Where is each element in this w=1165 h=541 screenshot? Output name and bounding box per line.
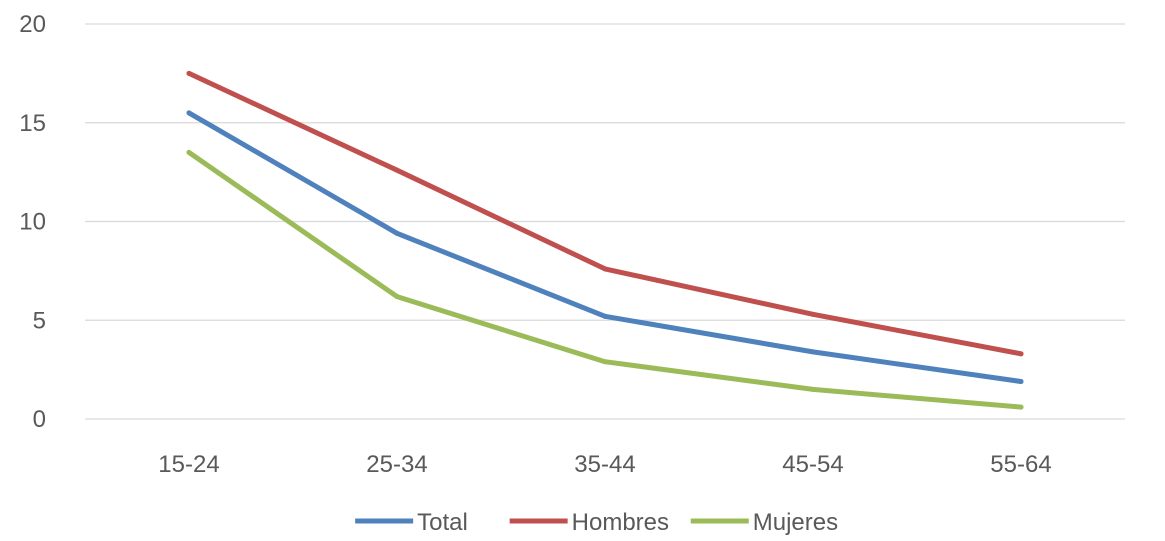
legend-item-total: Total <box>355 509 468 536</box>
legend-label: Mujeres <box>753 509 838 536</box>
data-point <box>186 110 192 116</box>
series-line-total <box>186 110 1024 384</box>
data-point <box>186 70 192 76</box>
x-tick-label: 35-44 <box>574 451 635 478</box>
gridlines <box>85 23 1125 420</box>
x-axis-ticks: 15-24 25-34 35-44 45-54 55-64 <box>158 451 1051 478</box>
x-tick-label: 25-34 <box>366 451 427 478</box>
data-point <box>1018 378 1024 384</box>
series-line-hombres <box>186 70 1024 357</box>
data-point <box>394 167 400 173</box>
series-lines <box>186 70 1024 410</box>
data-point <box>602 313 608 319</box>
data-point <box>810 349 816 355</box>
legend-item-hombres: Hombres <box>509 509 669 536</box>
x-tick-label: 55-64 <box>990 451 1051 478</box>
data-point <box>602 359 608 365</box>
data-point <box>394 230 400 236</box>
data-point <box>1018 404 1024 410</box>
data-point <box>1018 351 1024 357</box>
y-tick-label: 0 <box>33 406 46 433</box>
y-tick-label: 20 <box>19 11 46 38</box>
legend-label: Hombres <box>572 509 669 536</box>
legend-label: Total <box>417 509 468 536</box>
x-tick-label: 45-54 <box>782 451 843 478</box>
data-point <box>810 311 816 317</box>
y-tick-label: 5 <box>33 307 46 334</box>
data-point <box>602 266 608 272</box>
y-tick-label: 15 <box>19 110 46 137</box>
legend-item-mujeres: Mujeres <box>690 509 838 536</box>
legend: Total Hombres Mujeres <box>355 509 838 536</box>
series-line-mujeres <box>186 149 1024 410</box>
y-axis-ticks: 0 5 10 15 20 <box>19 11 46 433</box>
data-point <box>394 294 400 300</box>
x-tick-label: 15-24 <box>158 451 219 478</box>
data-point <box>186 149 192 155</box>
y-tick-label: 10 <box>19 209 46 236</box>
data-point <box>810 386 816 392</box>
